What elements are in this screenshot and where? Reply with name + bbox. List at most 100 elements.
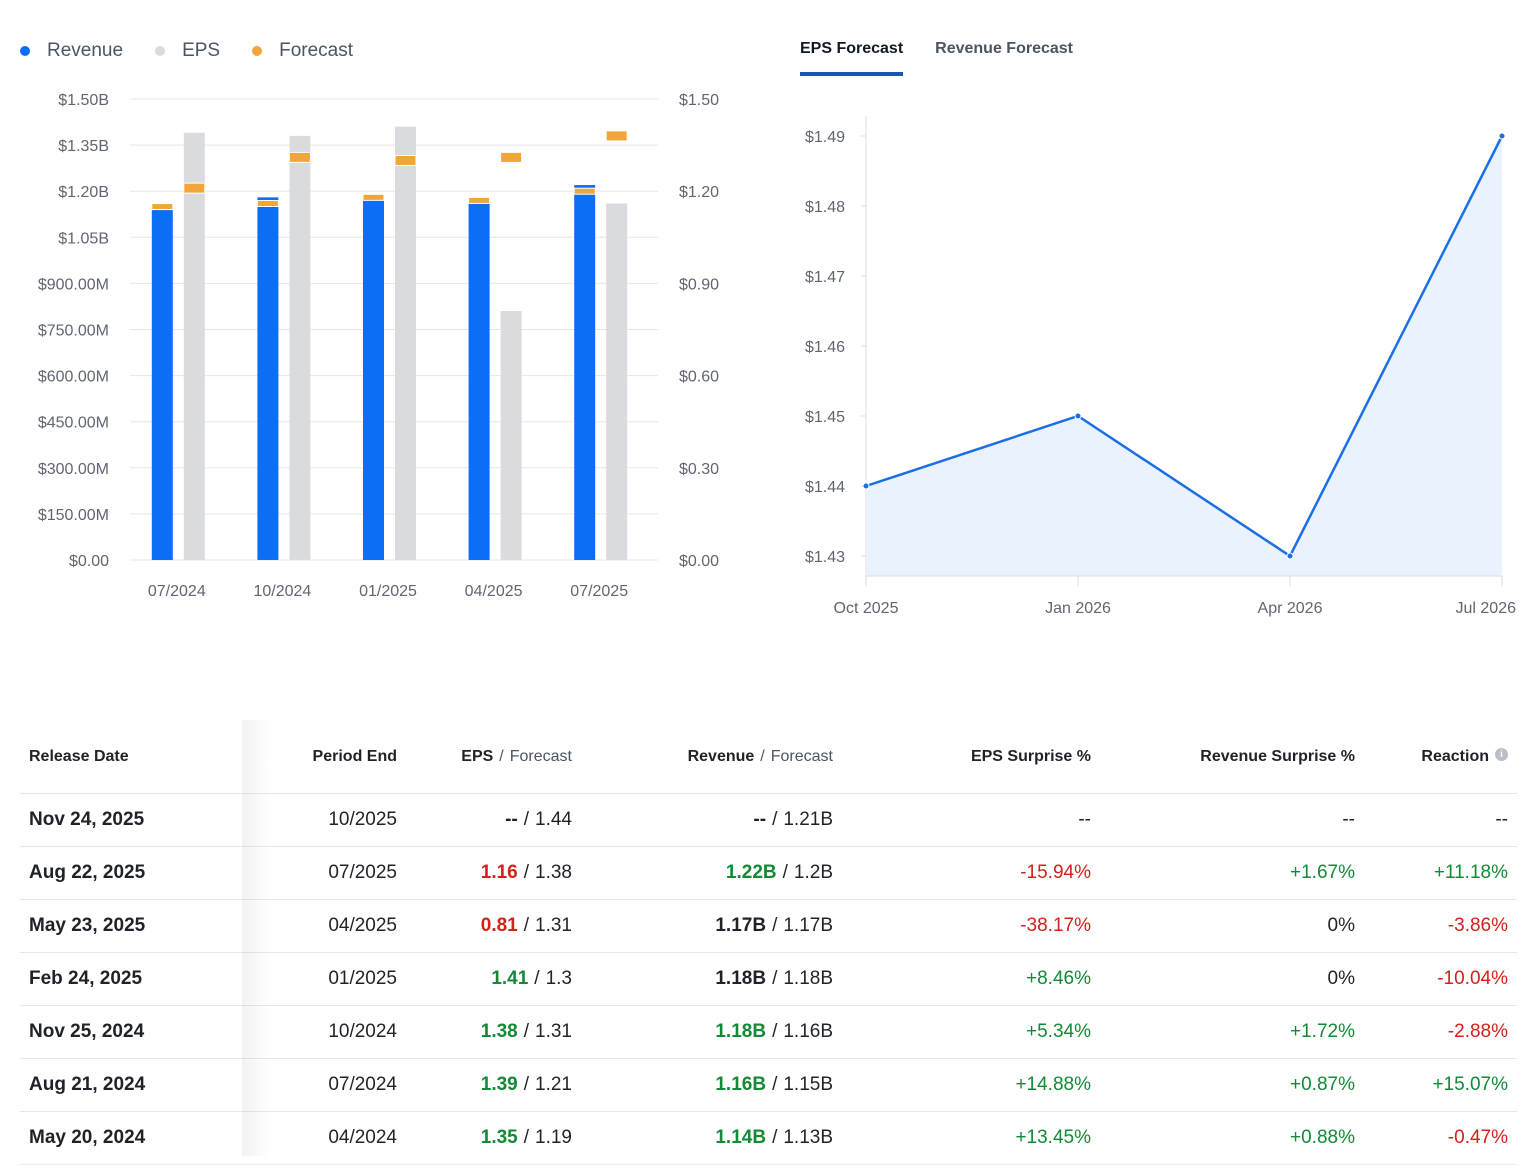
cell-revenue-surprise: +1.67%: [1100, 846, 1364, 900]
legend-item-eps[interactable]: EPS: [155, 40, 220, 62]
value-separator: /: [772, 1021, 778, 1042]
cell-eps: 1.35/1.19: [406, 1111, 581, 1165]
cell-release-date: May 20, 2024: [20, 1111, 242, 1165]
legend-item-forecast[interactable]: Forecast: [252, 40, 353, 62]
info-icon[interactable]: i: [1495, 747, 1508, 761]
value-separator: /: [782, 862, 788, 883]
header-eps-surprise[interactable]: EPS Surprise %: [842, 720, 1100, 794]
table-row[interactable]: Nov 24, 2025 10/2025 --/1.44 --/1.21B -- -- --: [20, 793, 1517, 847]
revenue-bar[interactable]: [574, 185, 596, 560]
cell-revenue-surprise: +0.88%: [1100, 1111, 1364, 1165]
cell-revenue-actual: 1.18B: [715, 1021, 767, 1042]
legend-label: Forecast: [279, 40, 354, 61]
eps-forecast-point[interactable]: [1074, 412, 1082, 420]
legend-item-revenue[interactable]: Revenue: [20, 40, 123, 62]
cell-eps-surprise: +13.45%: [842, 1111, 1100, 1165]
revenue-bar[interactable]: [151, 203, 173, 560]
eps-forecast-point[interactable]: [1498, 132, 1506, 140]
header-revenue-surprise[interactable]: Revenue Surprise %: [1100, 720, 1364, 794]
x-axis-tick: Apr 2026: [1258, 600, 1323, 617]
eps-forecast-area-chart: $1.43 $1.44 $1.45 $1.46 $1.47 $1.48 $1.49 Oct 2…: [805, 116, 1516, 617]
value-separator: /: [772, 968, 778, 989]
cell-revenue: 1.16B/1.15B: [581, 1058, 842, 1112]
x-axis-tick: Oct 2025: [834, 600, 899, 617]
eps-bar[interactable]: [500, 311, 522, 560]
left-axis-tick: $1.20B: [58, 184, 109, 201]
table-row[interactable]: Nov 25, 2024 10/2024 1.38/1.31 1.18B/1.16B +…: [20, 1005, 1517, 1059]
cell-revenue-actual: 1.22B: [725, 862, 777, 883]
cell-period-end: 10/2024: [242, 1005, 406, 1059]
y-axis-tick: $1.49: [805, 129, 845, 146]
legend-dot-forecast: [252, 46, 263, 56]
tab-revenue-forecast[interactable]: Revenue Forecast: [935, 40, 1073, 57]
cell-revenue-forecast: 1.15B: [783, 1074, 833, 1095]
cell-period-end: 07/2025: [242, 846, 406, 900]
cell-period-end: 10/2025: [242, 793, 406, 847]
cell-revenue-surprise: 0%: [1100, 899, 1364, 953]
cell-eps-surprise: +8.46%: [842, 952, 1100, 1006]
eps-forecast-point[interactable]: [1286, 552, 1294, 560]
cell-eps-actual: 0.81: [480, 915, 518, 936]
header-forecast: Forecast: [770, 747, 833, 765]
header-period-end[interactable]: Period End: [242, 720, 406, 794]
header-forecast: Forecast: [509, 747, 572, 765]
cell-reaction: -10.04%: [1364, 952, 1517, 1006]
cell-release-date: Feb 24, 2025: [20, 952, 242, 1006]
cell-eps: 1.38/1.31: [406, 1005, 581, 1059]
cell-release-date: Aug 22, 2025: [20, 846, 242, 900]
eps-forecast-marker[interactable]: [394, 154, 417, 166]
cell-eps-forecast: 1.19: [535, 1127, 572, 1148]
cell-eps-forecast: 1.44: [535, 809, 572, 830]
header-reaction[interactable]: Reaction i: [1364, 720, 1517, 794]
cell-reaction: -3.86%: [1364, 899, 1517, 953]
eps-forecast-marker[interactable]: [288, 151, 311, 163]
eps-bar[interactable]: [606, 203, 628, 560]
cell-eps-surprise: -38.17%: [842, 899, 1100, 953]
table-row[interactable]: Aug 21, 2024 07/2024 1.39/1.21 1.16B/1.15B +…: [20, 1058, 1517, 1112]
tab-eps-forecast[interactable]: EPS Forecast: [800, 40, 904, 76]
left-axis-tick: $0.00: [69, 553, 109, 570]
revenue-forecast-marker[interactable]: [362, 193, 385, 201]
cell-revenue-actual: 1.14B: [715, 1127, 767, 1148]
cell-reaction: +15.07%: [1364, 1058, 1517, 1112]
cell-eps: --/1.44: [406, 793, 581, 847]
eps-forecast-marker[interactable]: [183, 182, 206, 194]
eps-bar[interactable]: [183, 132, 205, 560]
table-row[interactable]: Aug 22, 2025 07/2025 1.16/1.38 1.22B/1.2B -1…: [20, 846, 1517, 900]
revenue-bar[interactable]: [468, 200, 490, 561]
revenue-bar[interactable]: [257, 197, 279, 560]
value-separator: /: [523, 1127, 530, 1148]
header-revenue-forecast[interactable]: Revenue / Forecast: [581, 720, 842, 794]
left-axis-tick: $1.50B: [58, 92, 109, 109]
y-axis-tick: $1.43: [805, 549, 845, 566]
value-separator: /: [523, 862, 530, 883]
cell-release-date: Nov 24, 2025: [20, 793, 242, 847]
cell-reaction: -2.88%: [1364, 1005, 1517, 1059]
header-release-date[interactable]: Release Date: [20, 720, 242, 794]
y-axis-tick: $1.48: [805, 199, 845, 216]
cell-revenue: 1.17B/1.17B: [581, 899, 842, 953]
eps-forecast-marker[interactable]: [605, 130, 628, 142]
eps-bar[interactable]: [395, 126, 416, 560]
cell-revenue-actual: 1.16B: [715, 1074, 767, 1095]
legend-label: EPS: [182, 40, 221, 61]
cell-revenue: 1.18B/1.18B: [581, 952, 842, 1006]
revenue-forecast-marker[interactable]: [573, 187, 596, 195]
cell-eps: 1.41/1.3: [406, 952, 581, 1006]
value-separator: /: [772, 1127, 778, 1148]
eps-bar[interactable]: [289, 135, 311, 560]
cell-eps-actual: 1.16: [480, 862, 518, 883]
eps-forecast-point[interactable]: [862, 482, 870, 490]
header-eps-forecast[interactable]: EPS / Forecast: [406, 720, 581, 794]
table-row[interactable]: Feb 24, 2025 01/2025 1.41/1.3 1.18B/1.18B +8…: [20, 952, 1517, 1006]
revenue-bar[interactable]: [363, 197, 384, 560]
cell-release-date: Aug 21, 2024: [20, 1058, 242, 1112]
revenue-forecast-marker[interactable]: [468, 196, 491, 204]
revenue-forecast-marker[interactable]: [256, 199, 279, 207]
table-row[interactable]: May 23, 2025 04/2025 0.81/1.31 1.17B/1.17B -…: [20, 899, 1517, 953]
revenue-forecast-marker[interactable]: [151, 203, 174, 211]
y-axis-tick: $1.47: [805, 269, 845, 286]
eps-forecast-marker[interactable]: [500, 151, 523, 163]
cell-eps-actual: 1.41: [491, 968, 529, 989]
table-row[interactable]: May 20, 2024 04/2024 1.35/1.19 1.14B/1.13B +…: [20, 1111, 1517, 1165]
